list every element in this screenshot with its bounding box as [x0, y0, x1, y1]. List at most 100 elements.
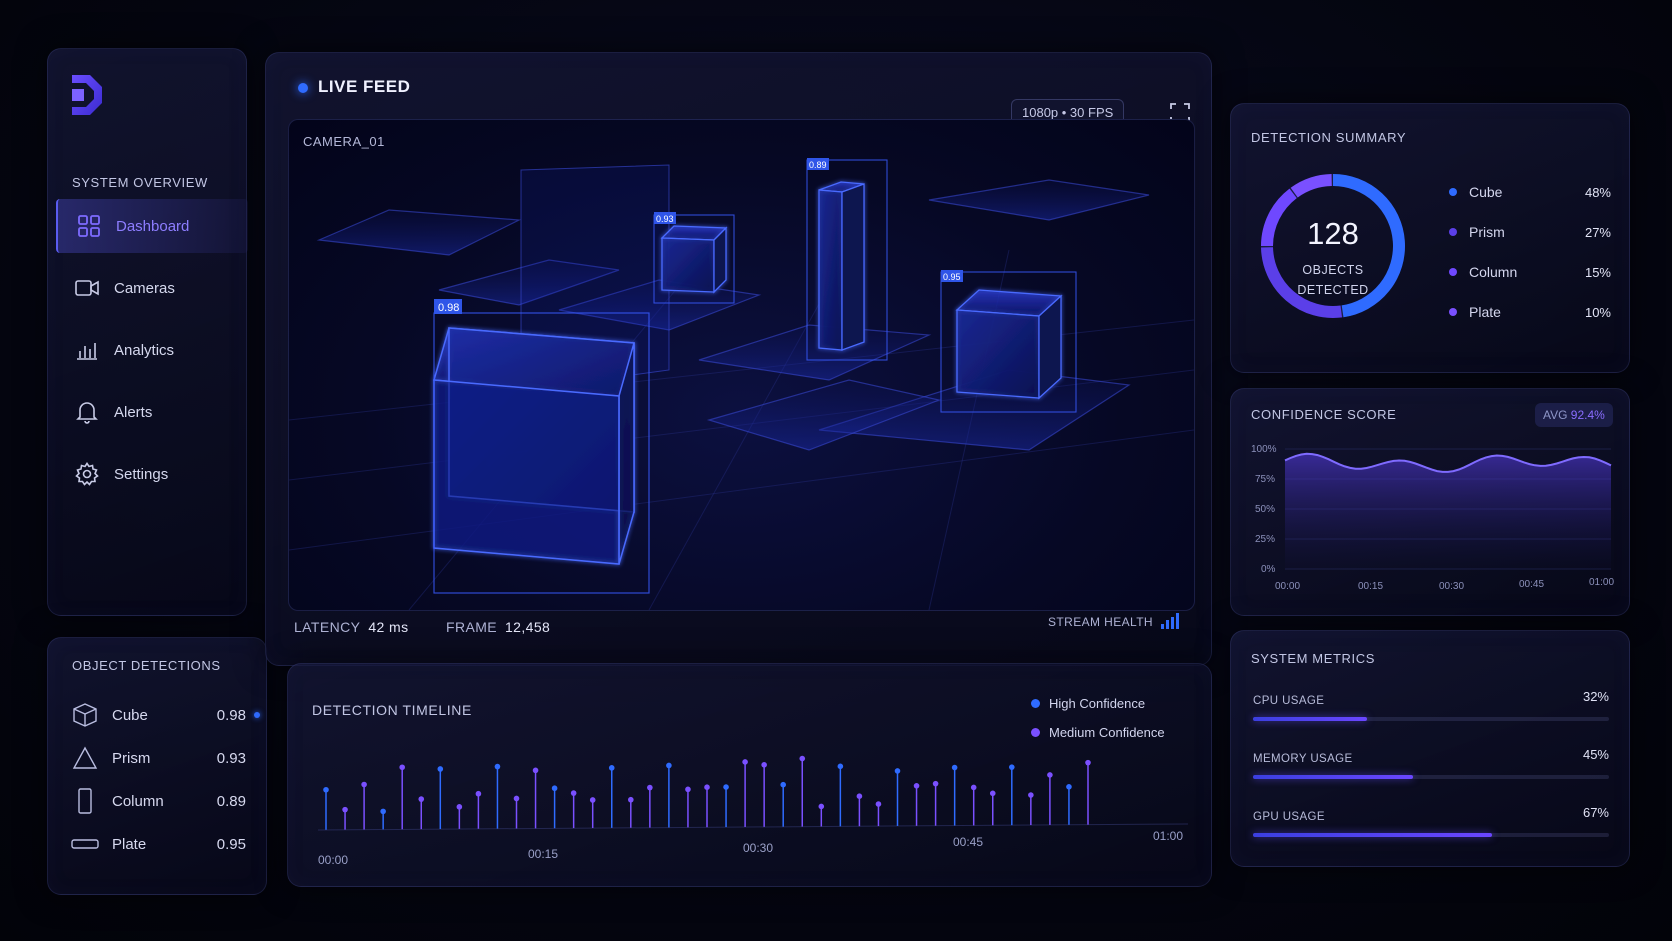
sidebar-item-settings[interactable]: Settings [56, 447, 248, 501]
plate-icon [70, 837, 100, 851]
timeline-point [361, 781, 367, 788]
summary-name: Plate [1469, 304, 1501, 320]
timeline-point [532, 767, 539, 774]
legend-high: High Confidence [1031, 696, 1145, 711]
timeline-point [742, 759, 748, 765]
x-tick: 01:00 [1589, 577, 1614, 588]
timeline-point [570, 790, 577, 796]
live-feed-panel: LIVE FEED 1080p • 30 FPS [265, 52, 1212, 666]
timeline-point [323, 786, 329, 793]
spacer-dot [254, 755, 260, 761]
timeline-point [342, 806, 348, 813]
y-tick: 100% [1251, 444, 1277, 455]
timeline-point [399, 764, 405, 771]
timeline-tick: 00:15 [528, 847, 558, 861]
timeline-point [780, 781, 786, 788]
summary-pct: 10% [1584, 304, 1611, 320]
panel-title: LIVE FEED [318, 77, 411, 96]
sidebar-item-alerts[interactable]: Alerts [56, 385, 248, 439]
average-badge: AVG 92.4% [1535, 403, 1613, 427]
legend-dot [1449, 188, 1457, 196]
y-tick: 25% [1255, 534, 1275, 545]
camera-icon [74, 275, 100, 301]
timeline-point [494, 763, 501, 770]
metric-track [1253, 833, 1609, 837]
scene-render: 0.98 0.93 0.89 0.95 [289, 158, 1194, 610]
timeline-tick: 01:00 [1153, 829, 1183, 843]
grid-icon [76, 213, 102, 239]
detection-item-column[interactable]: Column 0.89 [70, 784, 260, 818]
detection-score: 0.98 [216, 706, 246, 724]
bar-chart-icon [74, 337, 100, 363]
timeline-point [628, 796, 634, 803]
metric-track [1253, 717, 1609, 721]
panel-title: CONFIDENCE SCORE [1251, 407, 1397, 422]
y-tick: 75% [1255, 474, 1275, 485]
spacer-dot [254, 798, 260, 804]
section-title: SYSTEM OVERVIEW [72, 175, 208, 190]
sidebar-item-analytics[interactable]: Analytics [56, 323, 248, 377]
system-metrics-panel: SYSTEM METRICS CPU USAGE 32% MEMORY USAG… [1230, 630, 1630, 867]
summary-name: Prism [1469, 224, 1505, 240]
timeline-tick: 00:00 [318, 853, 348, 867]
total-label: OBJECTS DETECTED [1253, 260, 1413, 300]
donut-slice [1261, 247, 1343, 318]
timeline-point [704, 784, 710, 791]
detection-score: 0.93 [216, 749, 246, 767]
avg-value: 92.4% [1570, 408, 1605, 422]
summary-item-column: Column 15% [1449, 264, 1611, 280]
sidebar-item-label: Settings [114, 465, 169, 483]
detection-name: Plate [112, 835, 147, 853]
frame-value: 12,458 [505, 619, 551, 635]
box-score: 0.89 [809, 160, 827, 170]
gear-icon [74, 461, 100, 487]
summary-pct: 15% [1584, 264, 1611, 280]
sidebar-item-label: Alerts [114, 403, 153, 421]
summary-pct: 27% [1584, 224, 1611, 240]
frame-stat: FRAME 12,458 [446, 619, 550, 635]
x-tick: 00:45 [1519, 579, 1544, 590]
timeline-point [1009, 764, 1015, 770]
total-count: 128 [1307, 216, 1359, 251]
metric-fill [1253, 833, 1492, 837]
detection-summary-panel: DETECTION SUMMARY 128 OBJECTS DETECTED C… [1230, 103, 1630, 373]
timeline-point [894, 768, 901, 774]
timeline-point [456, 804, 463, 810]
donut-slice [1332, 174, 1405, 318]
detection-item-plate[interactable]: Plate 0.95 [70, 827, 260, 861]
cube-icon [70, 702, 100, 728]
metric-value: 45% [1582, 747, 1609, 762]
bell-icon [74, 399, 100, 425]
detection-name: Column [112, 792, 164, 810]
x-tick: 00:15 [1358, 581, 1383, 592]
total-label-line: DETECTED [1297, 283, 1369, 297]
detection-item-cube[interactable]: Cube 0.98 [70, 698, 260, 732]
detection-score: 0.89 [216, 792, 246, 810]
x-tick: 00:30 [1439, 581, 1464, 592]
sidebar-item-cameras[interactable]: Cameras [56, 261, 248, 315]
timeline-point [380, 808, 386, 815]
box-score: 0.93 [656, 214, 674, 224]
timeline-point [475, 790, 482, 797]
legend-dot [1031, 699, 1040, 708]
legend-label: High Confidence [1049, 696, 1146, 711]
sidebar-item-dashboard[interactable]: Dashboard [56, 199, 248, 253]
summary-name: Cube [1469, 184, 1503, 200]
timeline-point [1047, 772, 1053, 778]
timeline-point [589, 797, 596, 803]
live-indicator [298, 83, 308, 93]
detection-timeline-panel: DETECTION TIMELINE High Confidence Mediu… [287, 663, 1212, 887]
metric-value: 67% [1582, 805, 1609, 820]
summary-item-plate: Plate 10% [1449, 304, 1611, 320]
legend-dot [1449, 308, 1457, 316]
detection-item-prism[interactable]: Prism 0.93 [70, 741, 260, 775]
timeline-point [685, 786, 691, 793]
timeline-point [818, 803, 825, 810]
timeline-point [1028, 792, 1034, 798]
legend-medium: Medium Confidence [1031, 725, 1165, 740]
detection-name: Prism [112, 749, 151, 767]
camera-viewport[interactable]: 0.98 0.93 0.89 0.95 CAMERA_01 [288, 119, 1195, 611]
sidebar-item-label: Analytics [114, 341, 175, 359]
sidebar-item-label: Dashboard [116, 217, 190, 235]
legend-label: Medium Confidence [1049, 725, 1165, 740]
